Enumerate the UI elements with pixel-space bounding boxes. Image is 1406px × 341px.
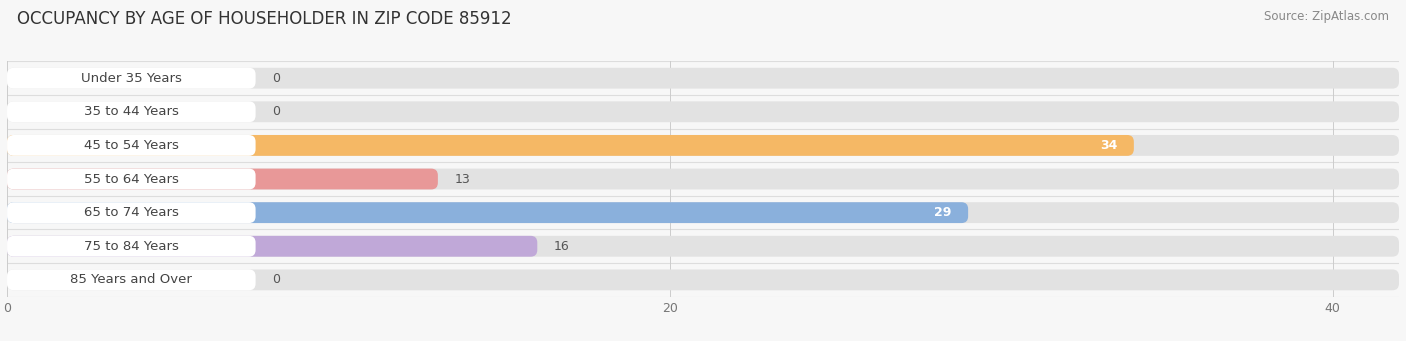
Text: OCCUPANCY BY AGE OF HOUSEHOLDER IN ZIP CODE 85912: OCCUPANCY BY AGE OF HOUSEHOLDER IN ZIP C… (17, 10, 512, 28)
FancyBboxPatch shape (7, 269, 1399, 290)
FancyBboxPatch shape (7, 236, 256, 257)
Text: 55 to 64 Years: 55 to 64 Years (84, 173, 179, 186)
FancyBboxPatch shape (7, 168, 256, 190)
Text: Source: ZipAtlas.com: Source: ZipAtlas.com (1264, 10, 1389, 23)
FancyBboxPatch shape (7, 101, 1399, 122)
Text: 65 to 74 Years: 65 to 74 Years (84, 206, 179, 219)
Text: 29: 29 (934, 206, 952, 219)
Text: 16: 16 (554, 240, 569, 253)
Text: 35 to 44 Years: 35 to 44 Years (84, 105, 179, 118)
Text: 0: 0 (273, 72, 280, 85)
Text: 45 to 54 Years: 45 to 54 Years (84, 139, 179, 152)
FancyBboxPatch shape (7, 135, 256, 156)
FancyBboxPatch shape (7, 202, 256, 223)
FancyBboxPatch shape (7, 236, 537, 257)
Text: 75 to 84 Years: 75 to 84 Years (84, 240, 179, 253)
Text: 0: 0 (273, 105, 280, 118)
FancyBboxPatch shape (7, 135, 1399, 156)
FancyBboxPatch shape (7, 168, 437, 190)
Text: 13: 13 (454, 173, 470, 186)
FancyBboxPatch shape (7, 135, 1133, 156)
FancyBboxPatch shape (7, 269, 256, 290)
Text: 34: 34 (1099, 139, 1118, 152)
FancyBboxPatch shape (7, 68, 256, 89)
FancyBboxPatch shape (7, 202, 969, 223)
FancyBboxPatch shape (7, 236, 1399, 257)
FancyBboxPatch shape (7, 168, 1399, 190)
FancyBboxPatch shape (7, 68, 1399, 89)
FancyBboxPatch shape (7, 202, 1399, 223)
Text: 0: 0 (273, 273, 280, 286)
Text: Under 35 Years: Under 35 Years (82, 72, 181, 85)
FancyBboxPatch shape (7, 101, 256, 122)
Text: 85 Years and Over: 85 Years and Over (70, 273, 193, 286)
